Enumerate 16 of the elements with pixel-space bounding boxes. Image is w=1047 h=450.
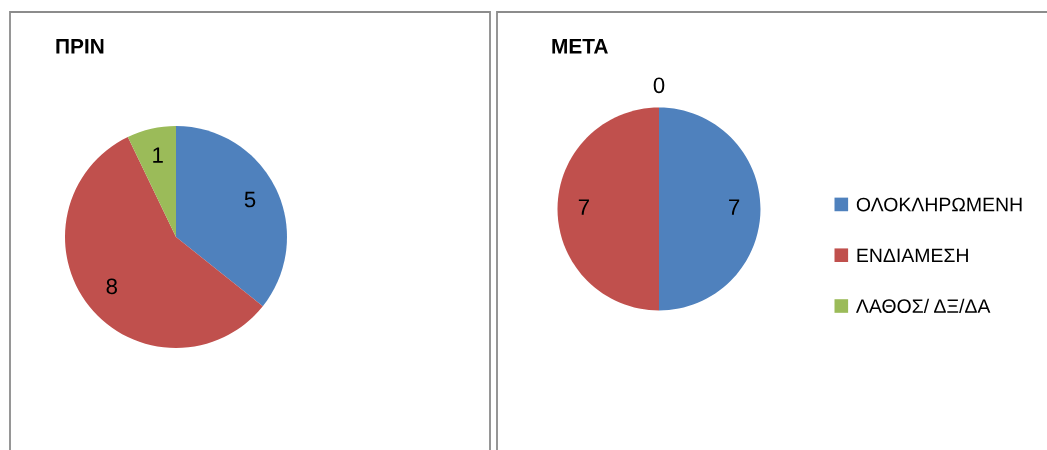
pie-slice (659, 107, 761, 311)
legend-label: ΛΑΘΟΣ/ ΔΞ/ΔΑ (855, 298, 991, 314)
chart-title: ΜΕΤΑ (552, 39, 608, 54)
pie-slice (65, 136, 263, 348)
pie-slice (176, 126, 287, 307)
data-label: 7 (729, 199, 740, 215)
pie-slice (557, 107, 659, 311)
text: 0 (653, 77, 665, 94)
chart-title: ΠΡΙΝ (56, 39, 104, 54)
legend-label: ΕΝΔΙΑΜΕΣΗ (857, 248, 968, 263)
data-label: 5 (244, 191, 256, 208)
data-label: 1 (153, 147, 163, 163)
data-label: 7 (578, 199, 589, 215)
legend-label: ΟΛΟΚΛΗΡΩΜΕΝΗ (856, 197, 1022, 212)
pie-slice (127, 126, 176, 237)
data-label: 8 (106, 278, 117, 295)
